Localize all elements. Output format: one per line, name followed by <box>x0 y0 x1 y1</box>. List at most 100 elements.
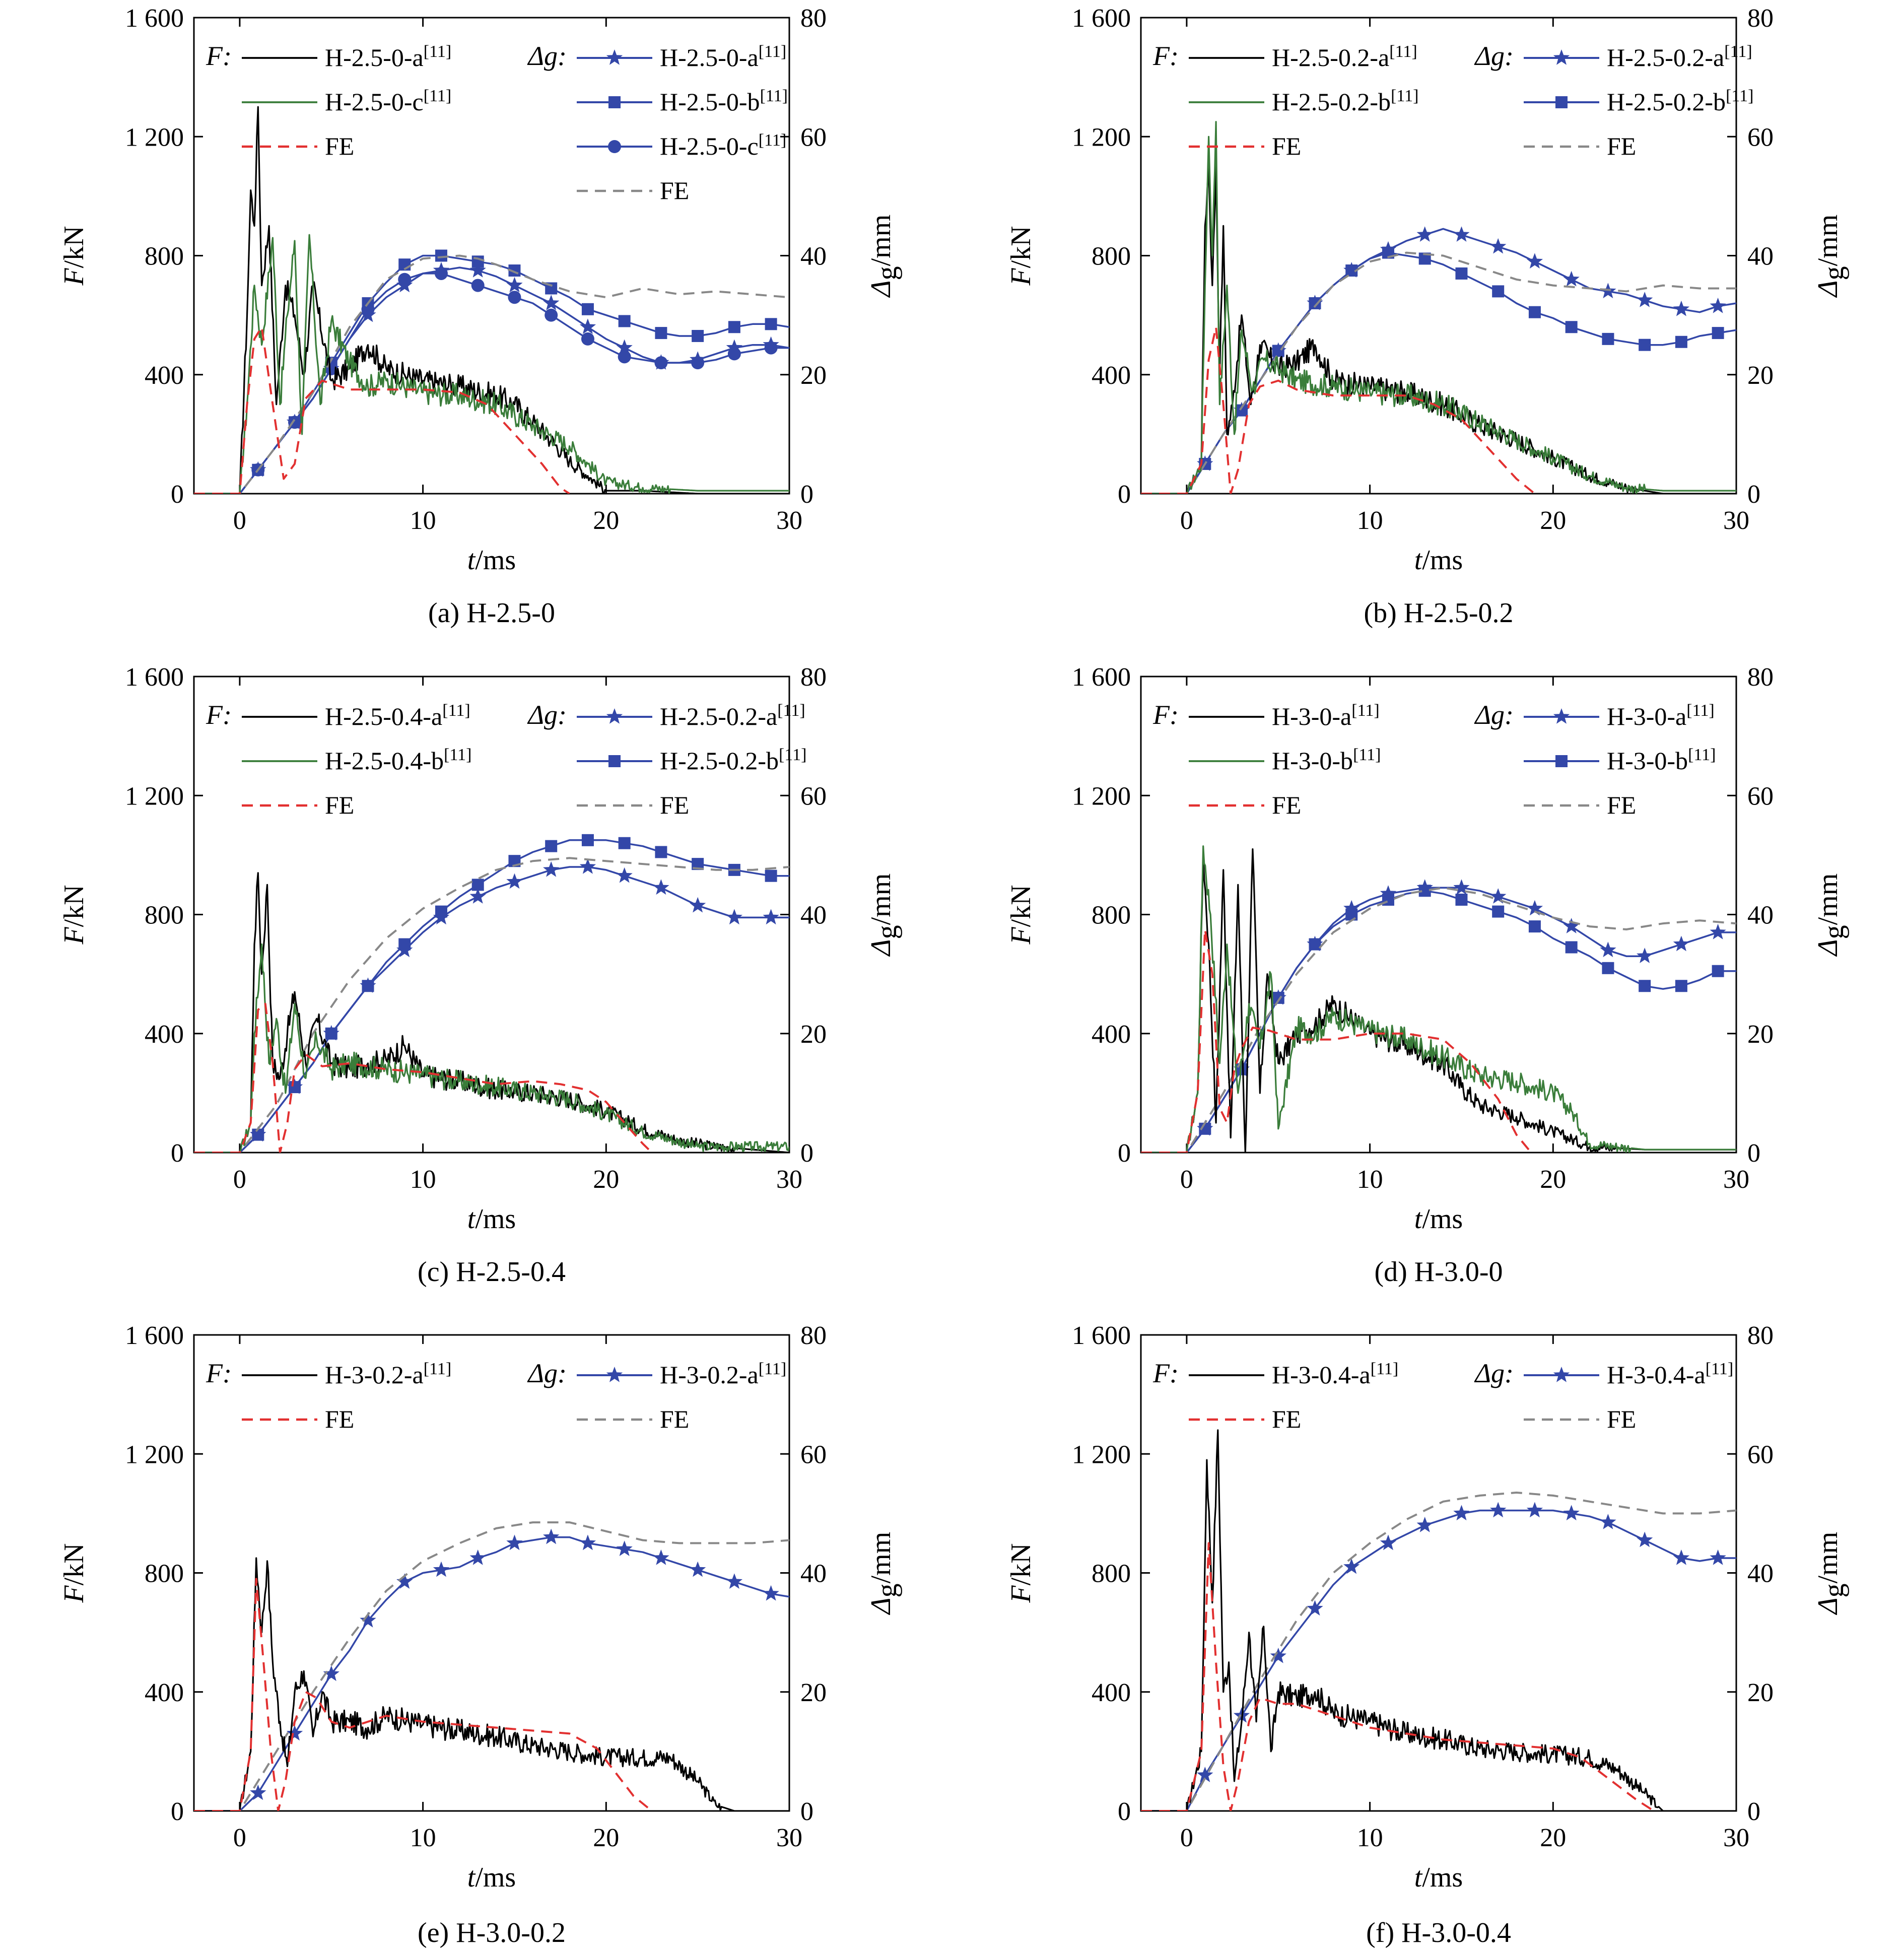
y-tick-label: 0 <box>171 1139 184 1168</box>
x-tick-label: 0 <box>1180 506 1193 535</box>
legend-disp-ref: [11] <box>759 42 786 61</box>
y2-tick-label: 80 <box>800 663 827 692</box>
y2-axis-label: Δg/mm <box>1812 215 1850 298</box>
legend-force-label: FE <box>325 791 354 819</box>
disp-series-marker-H-3-0.4-a <box>1600 1514 1616 1529</box>
disp-series-marker-H-2.5-0-c <box>618 350 631 364</box>
x-axis-var: t <box>1414 545 1423 576</box>
y-axis-unit: /kN <box>58 226 90 268</box>
y2-axis-label: Δg/mm <box>865 873 903 957</box>
legend-disp-marker <box>1553 1367 1570 1382</box>
legend-disp-name: H-2.5-0.2-a <box>660 702 777 730</box>
plot-area <box>194 834 789 1153</box>
disp-series-marker-H-3-0.2-a <box>433 1561 450 1577</box>
disp-series-marker-H-2.5-0-a <box>616 339 633 355</box>
legend-disp-name: FE <box>660 1405 689 1433</box>
y-tick-label: 1 600 <box>125 1321 184 1350</box>
panel-caption: (d) H-3.0-0 <box>1374 1256 1503 1288</box>
y-tick-label: 800 <box>1092 242 1131 271</box>
legend-disp-name: H-2.5-0-a <box>660 43 759 72</box>
disp-series-marker-H-2.5-0.2-b <box>1712 327 1724 340</box>
y-axis-var: F <box>1005 927 1037 945</box>
disp-series-marker-H-2.5-0.2-a <box>1710 297 1726 313</box>
legend-force-symbol: F: <box>206 41 232 71</box>
disp-series-marker-H-3-0.2-a <box>506 1534 523 1551</box>
disp-series-marker-H-3-0.2-a <box>396 1573 413 1589</box>
disp-series-marker-H-2.5-0.2-b <box>765 869 777 882</box>
disp-series-marker-H-3-0.2-a <box>286 1725 303 1741</box>
legend-force-label: H-2.5-0-a[11] <box>325 42 451 72</box>
y-tick-label: 400 <box>145 361 184 390</box>
legend-force-label: H-2.5-0.4-b[11] <box>325 746 471 775</box>
legend-force-ref: [11] <box>444 746 471 764</box>
y2-tick-label: 80 <box>1747 1321 1774 1350</box>
x-tick-label: 30 <box>776 1824 802 1852</box>
disp-series-marker-H-3-0.4-a <box>1270 1647 1286 1663</box>
legend-force-label: FE <box>1272 1405 1301 1433</box>
legend-disp-label: FE <box>1607 132 1636 160</box>
legend-disp-name: FE <box>660 176 689 205</box>
legend-force-name: H-3-0-a <box>1272 702 1351 730</box>
x-tick-label: 0 <box>233 1165 246 1194</box>
panel-caption: (c) H-2.5-0.4 <box>418 1256 566 1288</box>
y2-axis-label: Δg/mm <box>1812 873 1850 957</box>
disp-series-marker-H-2.5-0.2-a <box>726 909 743 925</box>
disp-series-marker-H-2.5-0.2-b <box>1492 285 1505 298</box>
legend-disp-name: H-3-0.4-a <box>1607 1361 1706 1389</box>
y-axis-var: F <box>58 268 90 286</box>
y2-axis-var: Δ <box>1812 280 1844 298</box>
legend-disp-ref: [11] <box>1706 1360 1733 1378</box>
disp-series-marker-H-2.5-0.2-a <box>1563 271 1580 287</box>
disp-series-marker-H-3-0-b <box>1528 920 1541 933</box>
x-tick-label: 10 <box>1357 506 1383 535</box>
disp-series-line-H-2.5-0-c <box>194 273 789 494</box>
disp-series-marker-H-2.5-0.2-b <box>655 846 667 858</box>
disp-series-marker-H-2.5-0.2-a <box>616 867 633 883</box>
x-tick-label: 20 <box>1540 1165 1566 1194</box>
disp-series-marker-H-2.5-0.2-a <box>506 873 523 889</box>
y-axis-label: F/kN <box>58 226 90 286</box>
x-axis-label: t/ms <box>1414 1203 1463 1235</box>
y-tick-label: 0 <box>1118 480 1131 509</box>
disp-series-marker-H-3-0-b <box>1455 893 1468 906</box>
y2-axis-label: Δg/mm <box>1812 1532 1850 1616</box>
y-tick-label: 800 <box>145 242 184 271</box>
panel-caption: (f) H-3.0-0.4 <box>1366 1917 1511 1948</box>
y-tick-label: 1 200 <box>1072 1440 1131 1469</box>
x-axis-label: t/ms <box>1414 545 1463 576</box>
y2-tick-label: 0 <box>800 1139 813 1168</box>
legend-disp-label: H-3-0.4-a[11] <box>1607 1360 1733 1389</box>
y2-tick-label: 60 <box>1747 1440 1774 1469</box>
y2-axis-var: Δ <box>865 1597 897 1615</box>
disp-series-marker-H-3-0-a <box>1490 888 1507 904</box>
x-tick-label: 10 <box>1357 1824 1383 1852</box>
legend-disp-name: H-2.5-0-c <box>660 132 759 160</box>
disp-series-marker-H-3-0-b <box>1309 938 1321 951</box>
legend-force-symbol: F: <box>1152 1358 1179 1388</box>
legend-disp-marker <box>1555 96 1568 108</box>
disp-series-marker-H-2.5-0-c <box>471 279 485 292</box>
force-series-line-H-3-0-a <box>1141 848 1736 1153</box>
disp-series-marker-H-2.5-0.2-b <box>545 840 558 852</box>
y2-axis-var: Δ <box>1812 939 1844 957</box>
y2-axis-sub: g <box>871 1583 903 1597</box>
disp-series-marker-H-2.5-0.2-b <box>1565 321 1578 333</box>
legend-disp-name: FE <box>660 791 689 819</box>
disp-series-marker-H-2.5-0-c <box>434 266 448 280</box>
legend-disp-marker <box>1553 708 1570 724</box>
y2-tick-label: 40 <box>800 901 827 930</box>
x-axis-unit: /ms <box>1422 545 1463 576</box>
legend-force-ref: [11] <box>1391 87 1418 105</box>
disp-series-marker-H-2.5-0.2-b <box>1602 332 1614 345</box>
disp-series-marker-H-3-0-a <box>1710 923 1726 939</box>
y-tick-label: 800 <box>145 1560 184 1588</box>
legend-disp-marker <box>606 49 623 65</box>
y2-tick-label: 60 <box>800 782 827 811</box>
plot-area <box>194 1521 789 1811</box>
disp-series-marker-H-2.5-0.2-b <box>1639 339 1651 351</box>
legend-force-ref: [11] <box>1371 1360 1398 1378</box>
